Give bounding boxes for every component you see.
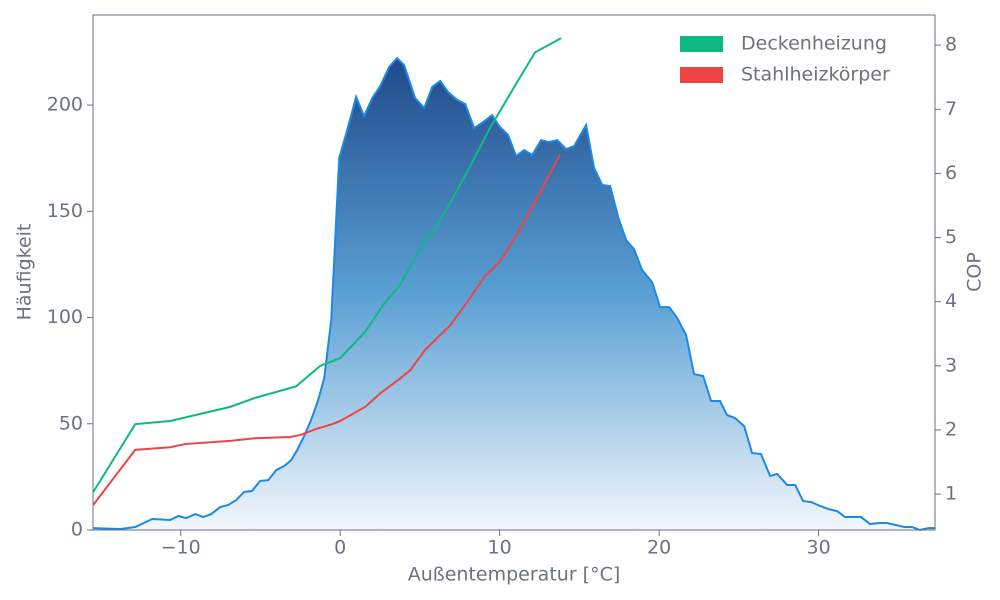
legend-swatch [680, 36, 723, 52]
x-tick-label: 0 [334, 537, 346, 559]
x-tick-label: 20 [647, 537, 671, 559]
y2-tick-label: 7 [945, 98, 957, 120]
axes-frame [92, 14, 936, 531]
x-tick-label: 30 [806, 537, 830, 559]
y2-tick-label: 8 [945, 34, 957, 56]
y2-tick-label: 2 [945, 418, 957, 440]
y-tick-label: 100 [47, 306, 83, 328]
y2-tick-label: 6 [945, 162, 957, 184]
y2-tick-label: 5 [945, 226, 957, 248]
line [92, 37, 562, 493]
y-tick-label: 50 [59, 412, 83, 434]
y-tick-label: 150 [47, 200, 83, 222]
y-tick-label: 200 [47, 94, 83, 116]
y2-tick-label: 1 [945, 483, 957, 505]
x-axis-title: Außentemperatur [°C] [408, 564, 621, 586]
y2-tick-label: 3 [945, 354, 957, 376]
legend-swatch [680, 67, 723, 83]
plot-area [92, 37, 935, 532]
area-fill [93, 58, 935, 531]
x-tick-label: 10 [488, 537, 512, 559]
area-line [93, 56, 935, 532]
line [92, 154, 561, 506]
legend-label: Deckenheizung [741, 33, 887, 55]
y-tick-label: 0 [71, 519, 83, 541]
y-axis-title: Häufigkeit [14, 224, 36, 321]
x-tick-label: −10 [161, 537, 201, 559]
y2-tick-label: 4 [945, 290, 957, 312]
legend-label: Stahlheizkörper [741, 64, 890, 86]
y2-axis-title: COP [964, 252, 986, 292]
